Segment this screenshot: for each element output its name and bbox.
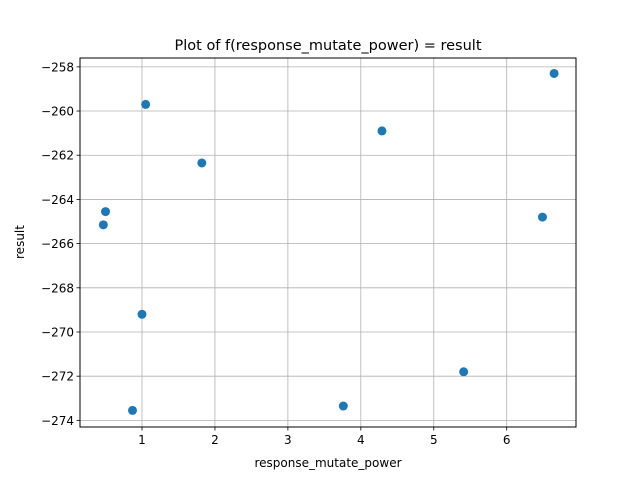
data-point [459, 367, 469, 377]
x-tick-label: 4 [357, 433, 365, 447]
data-points [98, 68, 559, 415]
y-tick-label: −268 [41, 281, 74, 295]
grid [80, 58, 576, 427]
data-point [101, 207, 111, 217]
plot-area-frame [79, 57, 577, 428]
data-point [338, 401, 348, 411]
x-axis-title: response_mutate_power [254, 456, 401, 470]
y-tick-label: −264 [41, 193, 74, 207]
y-tick-label: −272 [41, 370, 74, 384]
x-tick-label: 6 [503, 433, 511, 447]
data-point [128, 405, 138, 415]
x-tick-label: 3 [284, 433, 292, 447]
axis-ticks: 1 2 3 4 5 6 −274 −272 −270 −268 −266 −264 −262 −260 −2… [41, 60, 510, 447]
data-point [197, 158, 207, 168]
x-tick-label: 1 [138, 433, 146, 447]
y-tick-label: −260 [41, 105, 74, 119]
x-tick-label: 5 [430, 433, 438, 447]
data-point [549, 68, 559, 78]
y-tick-label: −258 [41, 60, 74, 74]
chart-title: Plot of f(response_mutate_power) = resul… [175, 38, 482, 54]
data-point [141, 99, 151, 109]
x-tick-label: 2 [211, 433, 219, 447]
y-tick-label: −262 [41, 149, 74, 163]
data-point [537, 212, 547, 222]
data-point [137, 309, 147, 319]
y-axis-title: result [13, 225, 27, 259]
data-point [377, 126, 387, 136]
data-point [98, 220, 108, 230]
y-tick-label: −270 [41, 325, 74, 339]
y-tick-label: −266 [41, 237, 74, 251]
y-tick-label: −274 [41, 414, 74, 428]
